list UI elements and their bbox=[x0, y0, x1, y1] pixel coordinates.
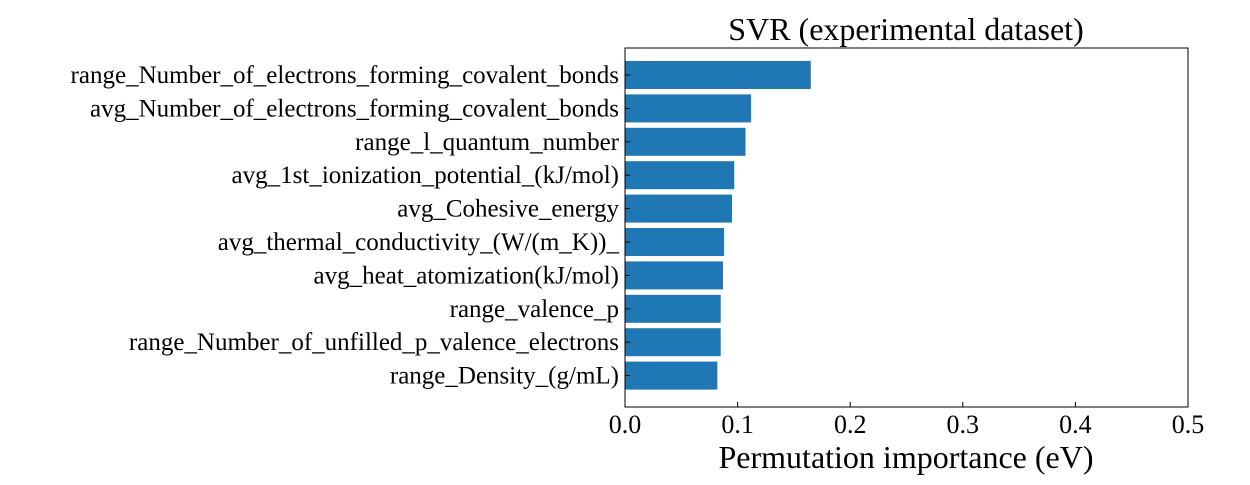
category-labels: range_Number_of_electrons_forming_covale… bbox=[71, 62, 630, 390]
x-tick-label: 0.5 bbox=[1172, 410, 1205, 439]
category-label: avg_heat_atomization(kJ/mol) bbox=[314, 262, 619, 289]
category-label: range_Density_(g/mL) bbox=[390, 363, 619, 390]
bar bbox=[625, 294, 721, 323]
category-label: avg_Cohesive_energy bbox=[397, 196, 619, 223]
category-label: range_l_quantum_number bbox=[355, 129, 619, 156]
bar bbox=[625, 194, 732, 223]
category-label: range_Number_of_electrons_forming_covale… bbox=[71, 62, 619, 89]
bar bbox=[625, 127, 746, 156]
x-tick-label: 0.4 bbox=[1059, 410, 1092, 439]
bar bbox=[625, 361, 718, 390]
bar bbox=[625, 328, 721, 357]
plot-frame bbox=[624, 47, 1189, 408]
bar bbox=[625, 94, 752, 123]
chart-title: SVR (experimental dataset) bbox=[728, 11, 1083, 47]
x-axis-label: Permutation importance (eV) bbox=[719, 439, 1094, 475]
category-label: range_Number_of_unfilled_p_valence_elect… bbox=[129, 329, 619, 356]
bar bbox=[625, 61, 811, 89]
x-tick-label: 0.1 bbox=[721, 410, 754, 439]
x-tick-label: 0.2 bbox=[834, 410, 867, 439]
category-label: avg_1st_ionization_potential_(kJ/mol) bbox=[232, 162, 619, 189]
category-label: range_valence_p bbox=[450, 296, 619, 323]
category-label: avg_thermal_conductivity_(W/(m_K))_ bbox=[218, 229, 620, 256]
bar bbox=[625, 261, 723, 290]
x-tick-label: 0.0 bbox=[609, 410, 642, 439]
bars-layer bbox=[625, 61, 811, 390]
category-label: avg_Number_of_electrons_forming_covalent… bbox=[90, 95, 619, 122]
x-tick-label: 0.3 bbox=[947, 410, 980, 439]
bar bbox=[625, 228, 725, 256]
bar bbox=[625, 161, 735, 190]
x-axis-ticks: 0.0 0.1 0.2 0.3 0.4 0.5 bbox=[609, 402, 1205, 439]
